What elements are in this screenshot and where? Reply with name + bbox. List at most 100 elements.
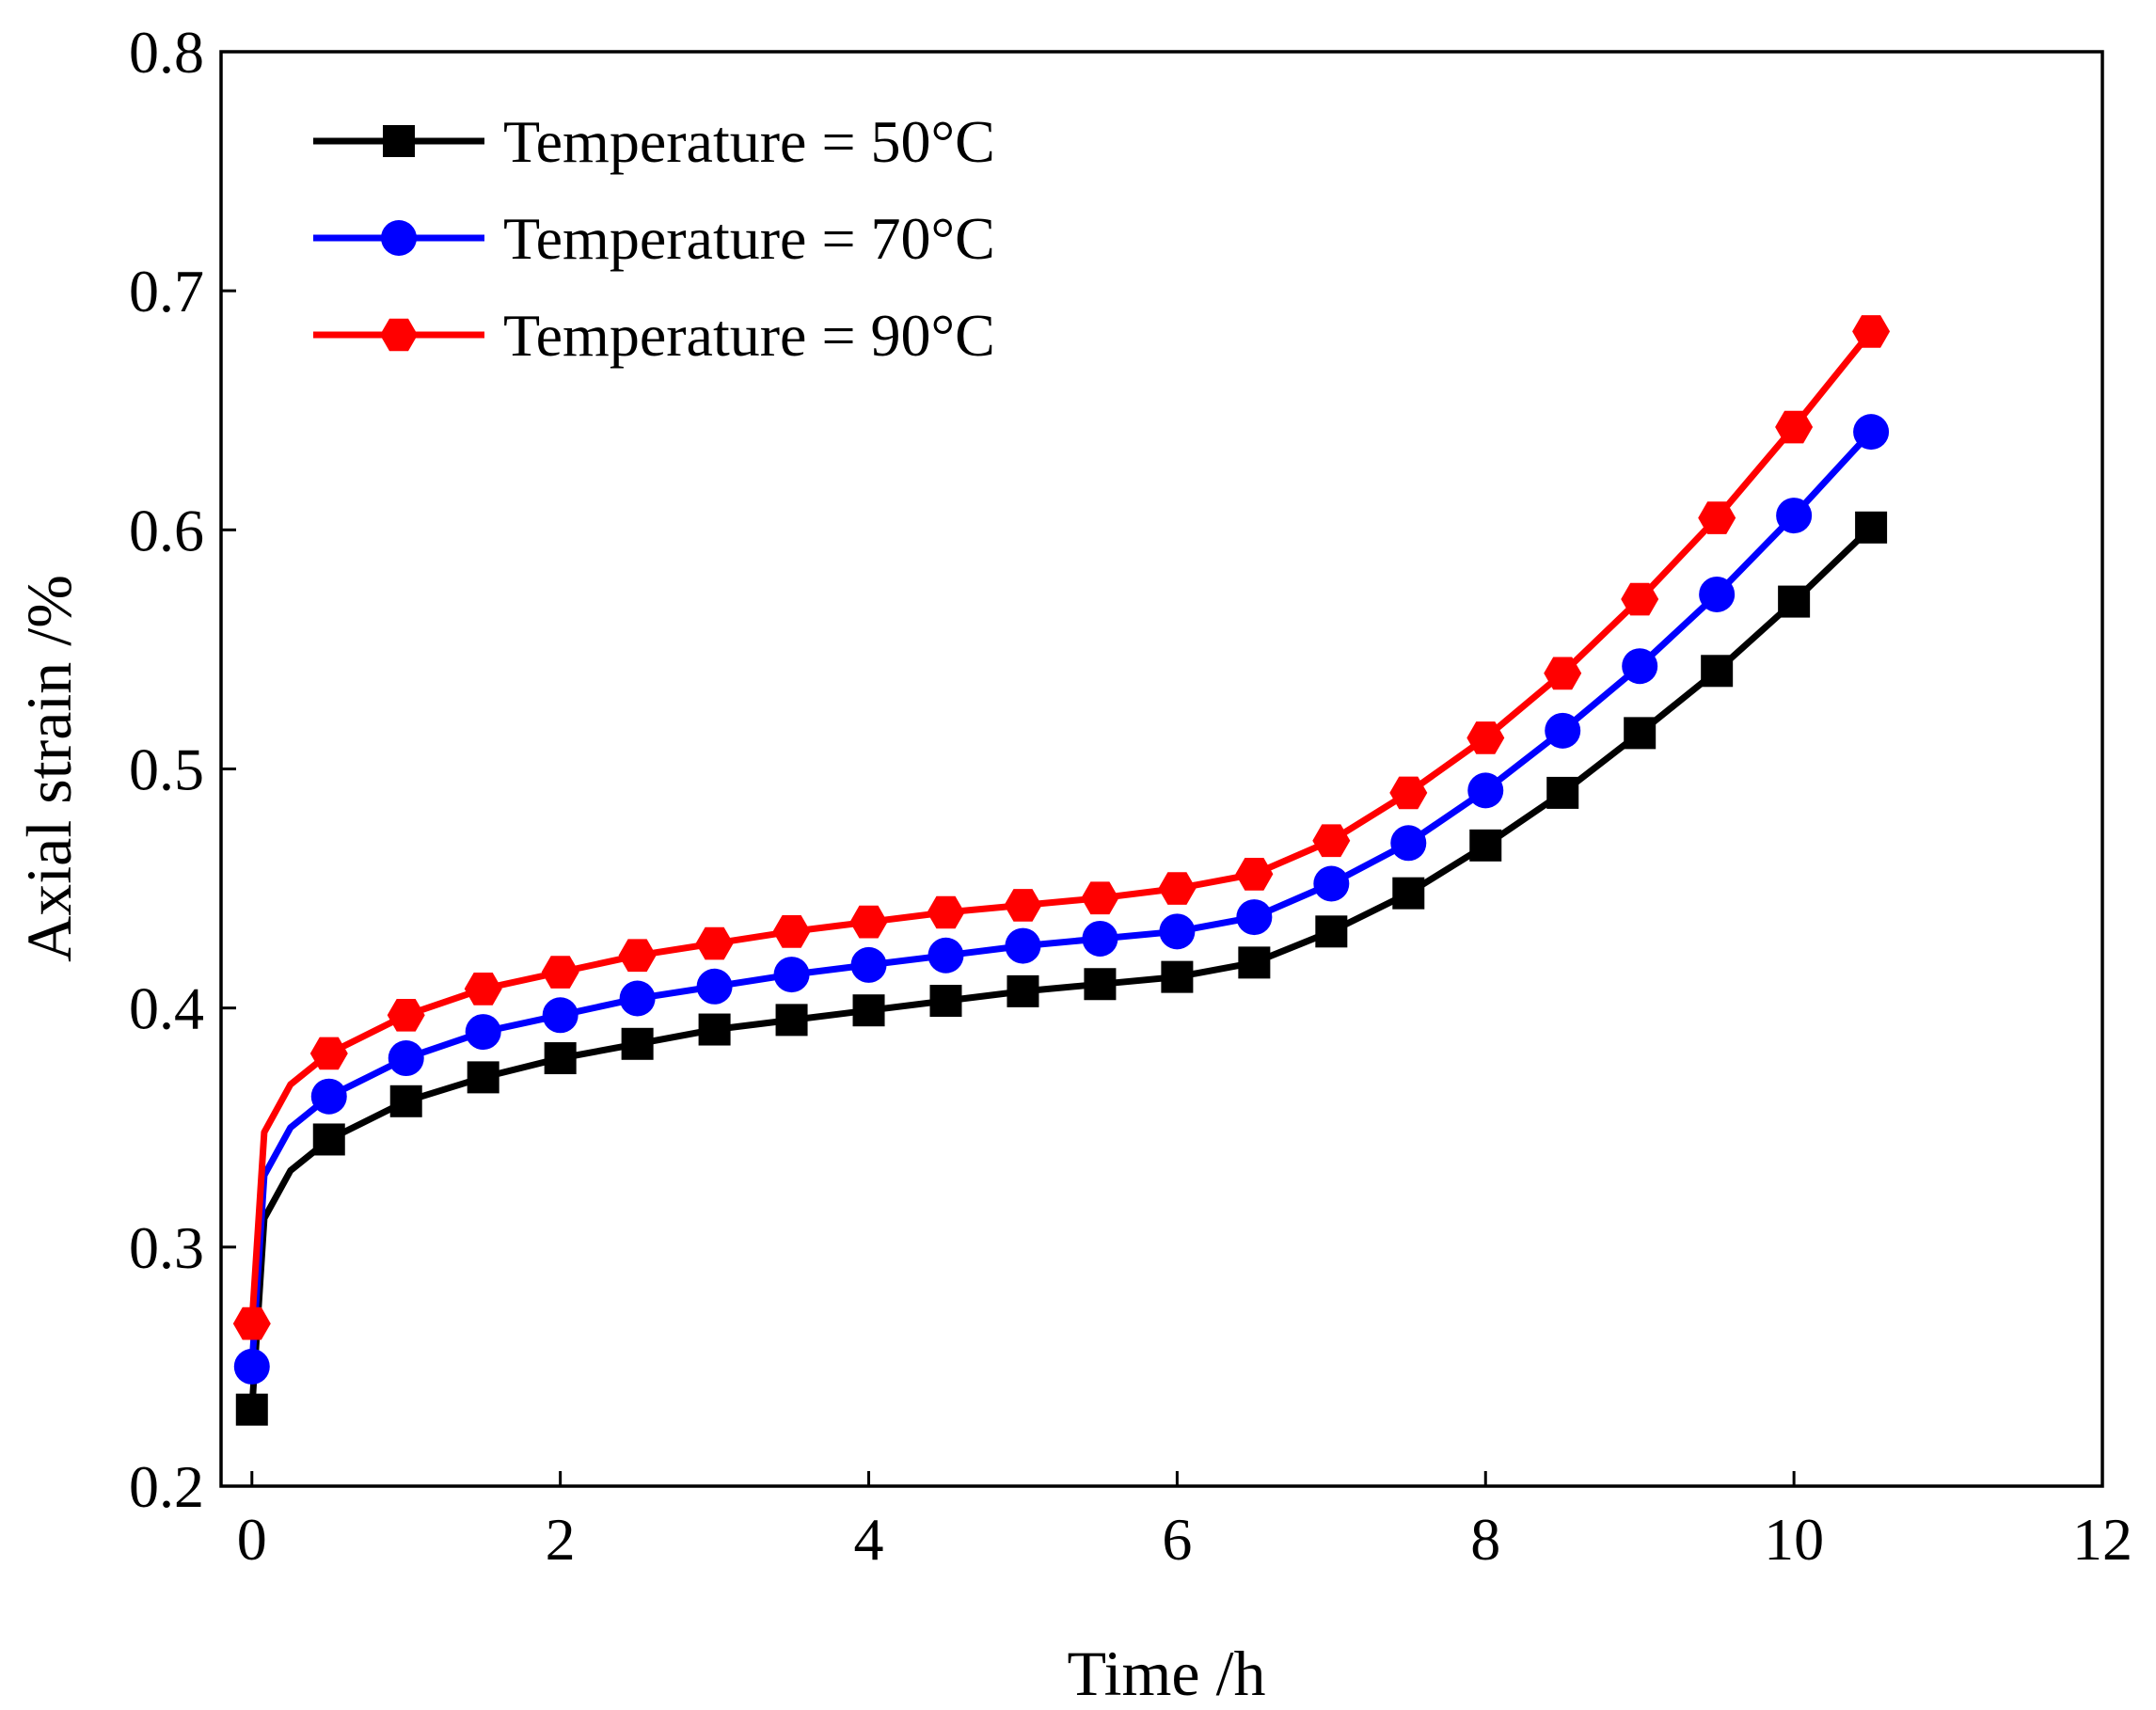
data-point — [232, 1306, 271, 1340]
y-tick-label: 0.6 — [129, 497, 204, 563]
y-tick-label: 0.5 — [129, 736, 204, 803]
data-point — [1776, 498, 1813, 534]
data-point — [544, 1042, 577, 1075]
data-point — [1775, 410, 1814, 444]
data-point — [1161, 960, 1194, 993]
data-point — [621, 1027, 654, 1060]
data-point — [696, 968, 733, 1005]
data-point — [309, 1037, 348, 1070]
data-point — [1084, 968, 1117, 1001]
y-axis: 0.2 0.3 0.4 0.5 0.6 0.7 0.8 — [129, 19, 236, 1520]
x-tick-label: 6 — [1162, 1506, 1192, 1573]
data-point — [312, 1123, 345, 1156]
legend-label: Temperature = 90°C — [503, 302, 995, 369]
data-point — [619, 980, 656, 1017]
data-point — [1624, 717, 1657, 750]
data-point — [698, 1013, 731, 1046]
legend-item: Temperature = 70°C — [313, 205, 995, 272]
data-point — [388, 1040, 424, 1077]
data-point — [1392, 877, 1425, 910]
data-point — [1238, 946, 1271, 979]
data-point — [235, 1393, 268, 1426]
legend-label: Temperature = 50°C — [503, 108, 995, 175]
data-point — [1853, 414, 1890, 451]
data-point — [233, 1348, 270, 1385]
data-point — [773, 957, 810, 993]
data-point — [1778, 585, 1811, 618]
data-point — [1004, 889, 1042, 922]
legend-marker — [381, 220, 417, 256]
data-point — [389, 1085, 422, 1117]
data-point — [1315, 915, 1348, 948]
data-point — [1855, 511, 1888, 544]
series-layer — [232, 315, 1891, 1426]
data-point — [1545, 712, 1581, 749]
x-tick-label: 12 — [2072, 1506, 2132, 1573]
x-tick-label: 2 — [546, 1506, 576, 1573]
data-point — [1622, 648, 1658, 685]
legend-label: Temperature = 70°C — [503, 205, 995, 272]
legend-marker — [383, 125, 415, 157]
y-axis-title: Axial strain /% — [13, 575, 85, 962]
x-axis: 0 2 4 6 8 10 12 — [237, 1471, 2132, 1573]
x-tick-label: 4 — [854, 1506, 884, 1573]
data-point — [1158, 872, 1197, 905]
data-point — [464, 973, 502, 1005]
x-tick-label: 0 — [237, 1506, 267, 1573]
data-point — [1621, 582, 1659, 616]
data-point — [1159, 913, 1196, 950]
data-point — [1236, 899, 1273, 936]
data-point — [1544, 657, 1582, 690]
data-point — [542, 997, 579, 1034]
legend-item: Temperature = 90°C — [313, 302, 995, 369]
data-point — [1698, 501, 1736, 534]
data-point — [695, 926, 734, 960]
data-point — [1852, 315, 1891, 348]
data-point — [849, 905, 888, 939]
y-tick-label: 0.2 — [129, 1453, 204, 1520]
data-point — [850, 946, 887, 983]
data-point — [465, 1014, 501, 1051]
data-point — [541, 956, 579, 989]
data-point — [929, 985, 962, 1018]
data-point — [387, 999, 425, 1032]
data-point — [1699, 576, 1736, 612]
legend-item: Temperature = 50°C — [313, 108, 995, 175]
data-point — [310, 1078, 347, 1115]
y-tick-label: 0.3 — [129, 1214, 204, 1281]
legend-marker — [380, 318, 418, 352]
series-3 — [232, 315, 1891, 1340]
y-tick-label: 0.7 — [129, 258, 204, 325]
data-point — [1007, 974, 1039, 1007]
data-point — [1466, 721, 1505, 754]
y-tick-label: 0.4 — [129, 975, 204, 1042]
data-point — [1469, 829, 1502, 862]
data-point — [1312, 824, 1351, 858]
series-2 — [233, 414, 1890, 1385]
x-axis-title: Time /h — [1067, 1638, 1265, 1709]
data-point — [1313, 865, 1350, 902]
data-point — [927, 895, 965, 929]
legend: Temperature = 50°C Temperature = 70°C Temp… — [313, 108, 995, 369]
data-point — [1467, 772, 1504, 809]
data-point — [1235, 858, 1274, 891]
series-1 — [235, 511, 1888, 1426]
data-point — [1082, 920, 1118, 957]
data-point — [1081, 881, 1119, 915]
data-point — [1546, 776, 1579, 809]
data-point — [852, 994, 885, 1027]
y-tick-label: 0.8 — [129, 19, 204, 86]
data-point — [1389, 776, 1428, 810]
data-point — [1390, 825, 1427, 862]
data-point — [772, 915, 811, 948]
x-tick-label: 8 — [1470, 1506, 1500, 1573]
data-point — [618, 939, 657, 973]
x-tick-label: 10 — [1764, 1506, 1824, 1573]
data-point — [1005, 927, 1041, 964]
data-point — [467, 1061, 499, 1094]
data-point — [775, 1004, 808, 1037]
series-line — [248, 327, 1875, 1327]
data-point — [927, 937, 964, 974]
data-point — [1701, 655, 1734, 688]
